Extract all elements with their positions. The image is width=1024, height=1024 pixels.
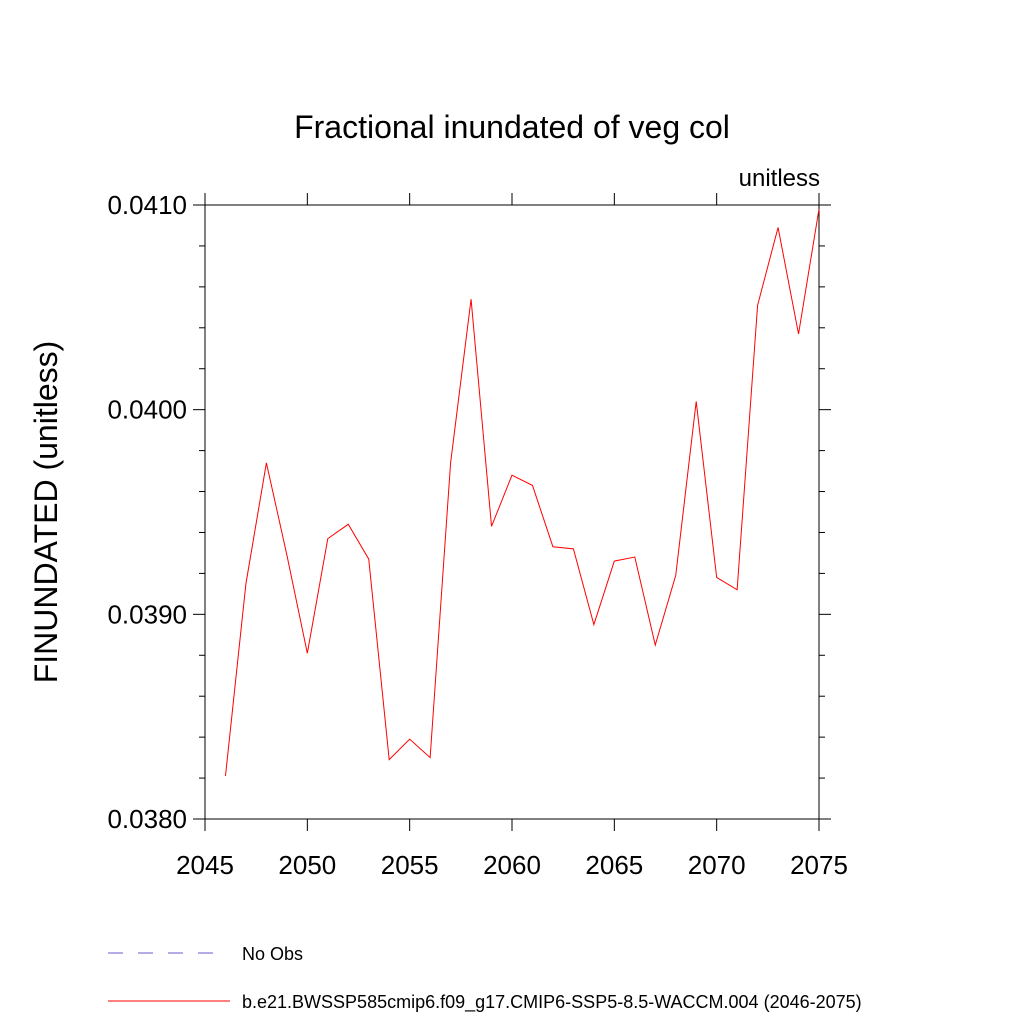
x-tick-label: 2060 [483,850,541,880]
plot-frame [204,204,820,820]
series-line-1 [224,209,820,777]
y-tick-label: 0.0390 [107,599,187,629]
series-lines [224,209,820,777]
x-tick-label: 2045 [176,850,234,880]
y-tick-label: 0.0380 [107,804,187,834]
x-tick-label: 2070 [688,850,746,880]
legend-label-model-run: b.e21.BWSSP585cmip6.f09_g17.CMIP6-SSP5-8… [242,992,862,1013]
units-label: unitless [739,165,820,192]
x-tick-label: 2050 [278,850,336,880]
y-tick-label: 0.0400 [107,395,187,425]
y-axis-label: FINUNDATED (unitless) [28,341,64,684]
x-tick-label: 2055 [381,850,439,880]
x-tick-label: 2065 [585,850,643,880]
x-tick-label: 2075 [790,850,848,880]
x-ticks: 2045 2050 2055 2060 2065 2070 2075 [176,193,848,880]
legend-label-no-obs: No Obs [242,944,303,964]
legend: No Obs b.e21.BWSSP585cmip6.f09_g17.CMIP6… [108,944,862,1013]
chart-title: Fractional inundated of veg col [294,109,730,145]
y-tick-label: 0.0410 [107,190,187,220]
y-ticks: 0.0380 0.0390 0.0400 0.0410 [107,190,831,834]
